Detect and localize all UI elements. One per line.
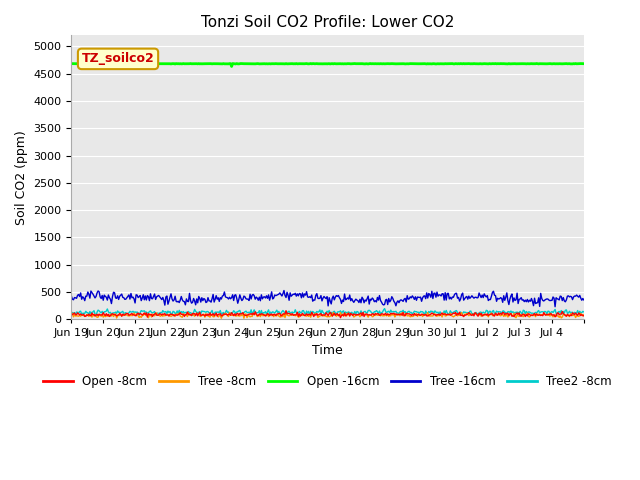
Tree -8cm	[347, 312, 355, 317]
Tree -16cm	[312, 292, 319, 298]
Open -16cm	[570, 61, 577, 67]
Open -8cm	[68, 311, 76, 317]
Tree -16cm	[374, 295, 381, 300]
Tree -8cm	[315, 314, 323, 320]
Tree2 -8cm	[381, 306, 388, 312]
Text: TZ_soilco2: TZ_soilco2	[82, 52, 154, 65]
Open -8cm	[580, 313, 588, 319]
Tree -8cm	[330, 310, 337, 315]
Tree2 -8cm	[374, 309, 381, 314]
Tree2 -8cm	[92, 313, 100, 319]
Tree2 -8cm	[580, 309, 588, 315]
Open -8cm	[315, 312, 323, 317]
Open -8cm	[374, 311, 382, 317]
Tree2 -8cm	[312, 310, 319, 316]
Tree -16cm	[315, 296, 323, 301]
Line: Open -16cm: Open -16cm	[72, 63, 584, 66]
Open -8cm	[490, 313, 497, 319]
Open -16cm	[580, 61, 588, 67]
Line: Open -8cm: Open -8cm	[72, 311, 584, 318]
Open -16cm	[488, 61, 496, 67]
Open -8cm	[337, 315, 344, 321]
Open -16cm	[532, 60, 540, 66]
Tree2 -8cm	[68, 310, 76, 316]
Tree -16cm	[346, 292, 353, 298]
Open -16cm	[312, 61, 319, 67]
Tree -16cm	[551, 304, 559, 310]
Tree -8cm	[570, 312, 577, 318]
Open -16cm	[68, 61, 76, 67]
Open -8cm	[282, 308, 290, 313]
Open -16cm	[315, 61, 323, 67]
Tree -16cm	[570, 294, 577, 300]
Open -8cm	[312, 312, 319, 318]
Tree -8cm	[374, 312, 382, 318]
Open -8cm	[570, 311, 577, 316]
Tree -16cm	[280, 288, 288, 293]
Tree2 -8cm	[315, 309, 323, 314]
Line: Tree -16cm: Tree -16cm	[72, 290, 584, 307]
Tree -8cm	[580, 312, 588, 318]
Line: Tree2 -8cm: Tree2 -8cm	[72, 309, 584, 316]
Tree -16cm	[488, 289, 496, 295]
Tree -8cm	[218, 315, 225, 321]
X-axis label: Time: Time	[312, 344, 343, 357]
Y-axis label: Soil CO2 (ppm): Soil CO2 (ppm)	[15, 130, 28, 225]
Tree2 -8cm	[346, 310, 353, 316]
Open -16cm	[346, 61, 353, 67]
Open -8cm	[347, 311, 355, 316]
Tree -16cm	[68, 293, 76, 299]
Tree -16cm	[580, 297, 588, 303]
Open -16cm	[374, 61, 381, 67]
Tree2 -8cm	[490, 308, 497, 313]
Tree2 -8cm	[570, 312, 577, 317]
Line: Tree -8cm: Tree -8cm	[72, 312, 584, 318]
Tree -8cm	[490, 312, 497, 318]
Title: Tonzi Soil CO2 Profile: Lower CO2: Tonzi Soil CO2 Profile: Lower CO2	[201, 15, 454, 30]
Open -16cm	[228, 63, 236, 69]
Tree -8cm	[68, 312, 76, 317]
Tree -8cm	[312, 311, 319, 316]
Legend: Open -8cm, Tree -8cm, Open -16cm, Tree -16cm, Tree2 -8cm: Open -8cm, Tree -8cm, Open -16cm, Tree -…	[38, 371, 617, 393]
